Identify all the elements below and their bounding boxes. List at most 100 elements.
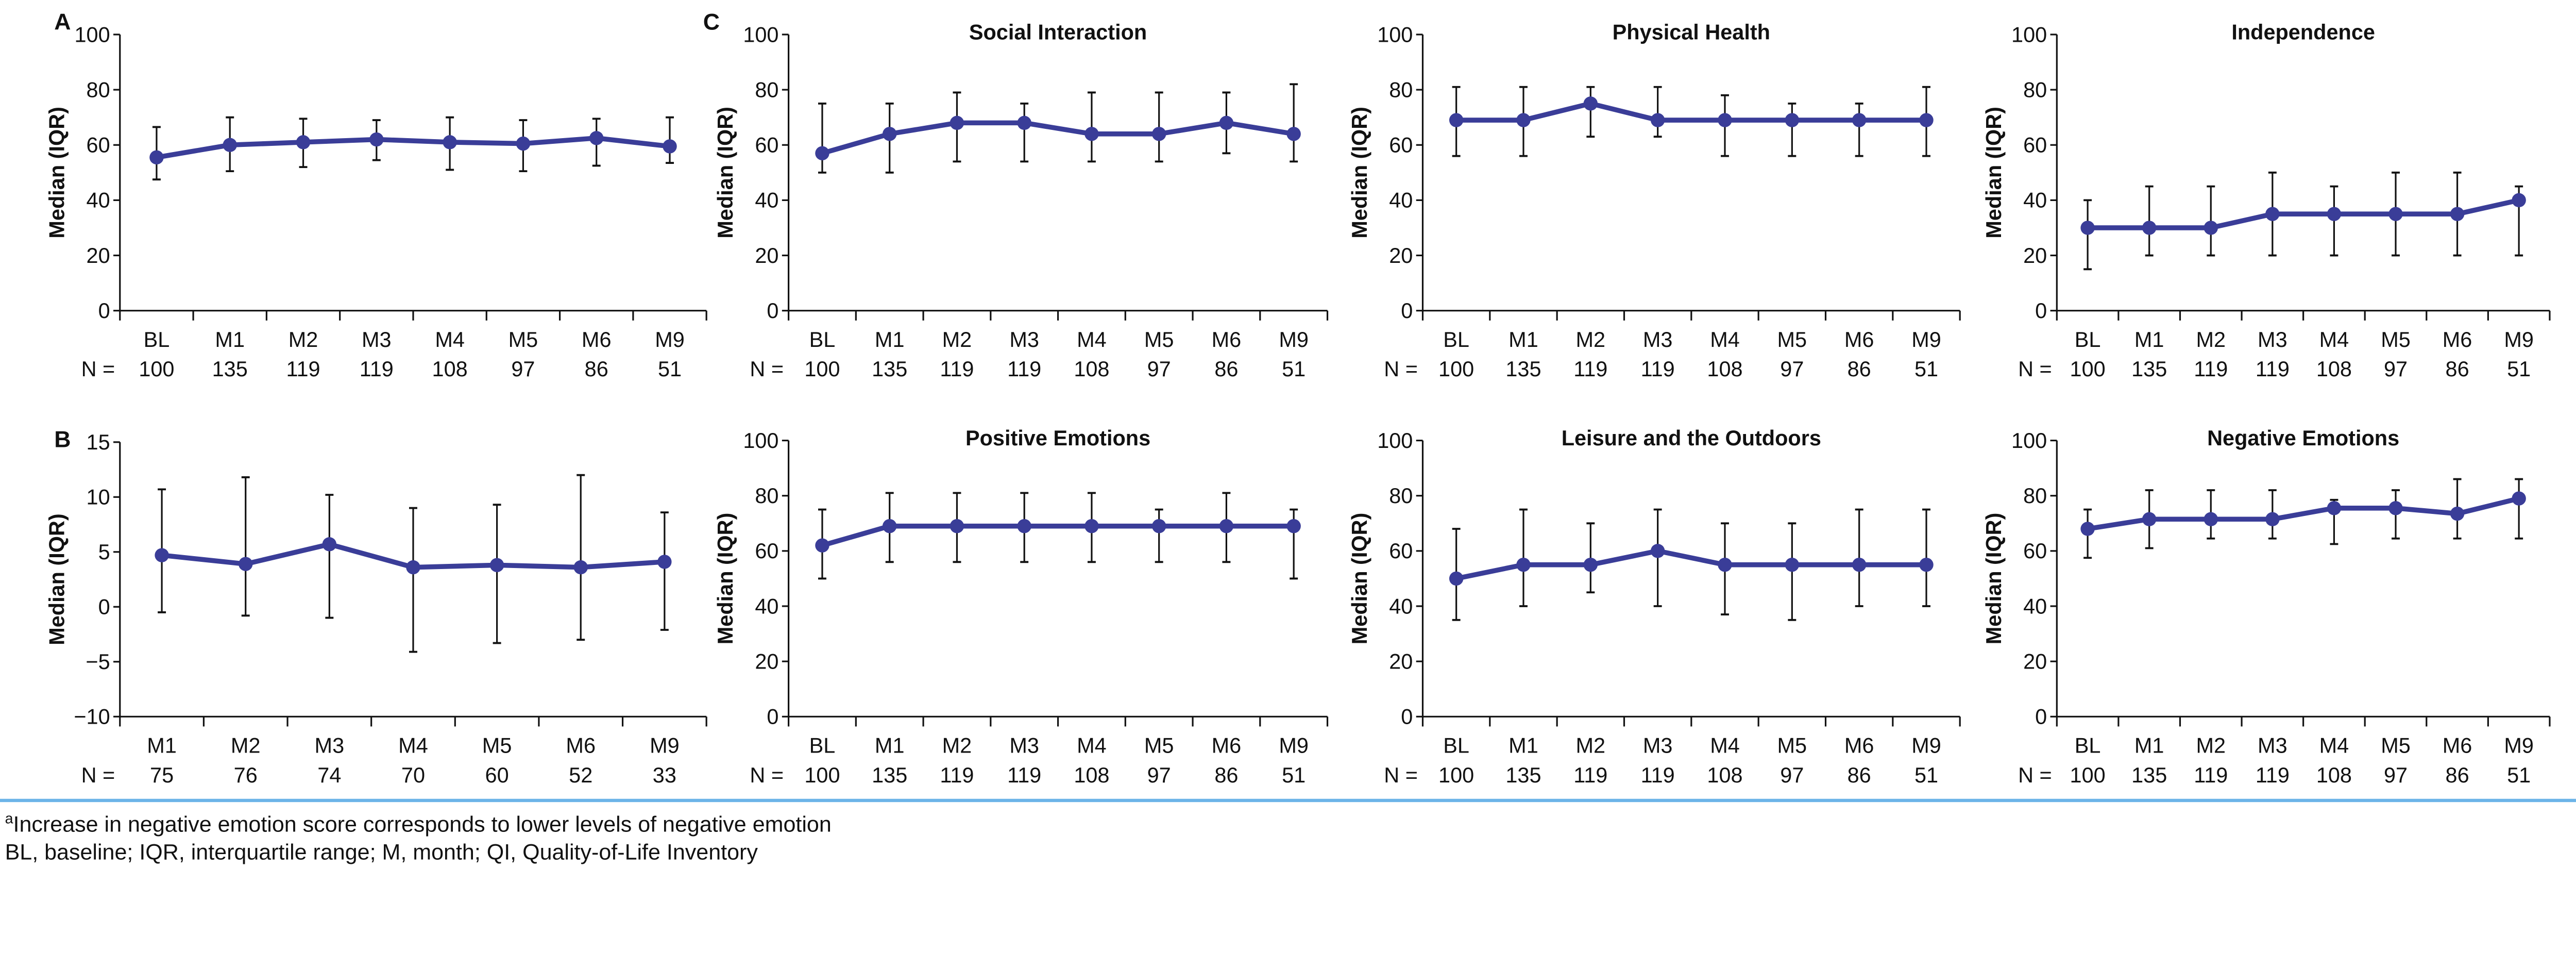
data-point xyxy=(2512,491,2526,506)
x-tick-label: M5 xyxy=(1144,733,1174,757)
n-value: 119 xyxy=(940,763,974,787)
data-point xyxy=(2204,221,2218,235)
n-value: 135 xyxy=(872,357,907,381)
x-tick-label: M2 xyxy=(231,733,261,757)
data-point xyxy=(1852,113,1867,127)
data-point xyxy=(1084,127,1099,141)
n-value: 119 xyxy=(2194,763,2228,787)
n-value: 51 xyxy=(2507,357,2531,381)
x-tick-label: M5 xyxy=(482,733,512,757)
chart-title: Physical Health xyxy=(1613,20,1770,44)
data-point xyxy=(1017,519,1031,533)
x-tick-label: M9 xyxy=(655,327,685,352)
x-tick-label: M4 xyxy=(2319,733,2349,757)
n-value: 97 xyxy=(1780,763,1804,787)
data-point xyxy=(322,537,337,552)
n-value: 52 xyxy=(569,763,592,787)
x-tick-label: M3 xyxy=(2258,733,2287,757)
y-tick-label: 60 xyxy=(87,133,110,157)
y-tick-label: 20 xyxy=(755,243,778,268)
n-value: 51 xyxy=(1914,763,1938,787)
n-value: 86 xyxy=(1214,763,1238,787)
y-tick-label: 40 xyxy=(755,594,778,618)
x-tick-label: M6 xyxy=(566,733,596,757)
data-point xyxy=(1286,127,1301,141)
n-value: 119 xyxy=(2256,357,2290,381)
series-line xyxy=(156,136,670,160)
n-value: 97 xyxy=(1147,763,1171,787)
y-axis-label: Median (IQR) xyxy=(44,513,69,645)
y-tick-label: 0 xyxy=(1401,298,1413,323)
y-tick-label: 80 xyxy=(755,77,778,102)
data-point xyxy=(1516,557,1531,572)
x-tick-label: M6 xyxy=(2443,733,2472,757)
x-tick-label: M5 xyxy=(1144,327,1174,352)
y-tick-label: 100 xyxy=(1377,22,1413,46)
y-axis-label: Median (IQR) xyxy=(1981,107,2006,239)
n-value: 86 xyxy=(2446,763,2469,787)
data-point xyxy=(155,548,169,562)
x-tick-label: M3 xyxy=(2258,327,2287,352)
y-axis-label: Median (IQR) xyxy=(713,107,737,239)
n-value: 119 xyxy=(940,357,974,381)
n-value: 100 xyxy=(804,763,840,787)
data-point xyxy=(882,127,897,141)
y-tick-label: 10 xyxy=(87,485,110,509)
data-point xyxy=(1449,113,1464,127)
x-tick-label: M4 xyxy=(398,733,428,757)
data-point xyxy=(1919,113,1934,127)
data-point xyxy=(1017,115,1031,130)
n-value: 100 xyxy=(2070,763,2106,787)
y-tick-label: 60 xyxy=(755,539,778,563)
chart-panel: C Social Interaction Median (IQR) 0 20 40 60 80… xyxy=(703,9,1329,381)
data-point xyxy=(950,519,964,533)
data-point xyxy=(489,558,504,573)
x-tick-label: M1 xyxy=(2134,733,2164,757)
data-point xyxy=(2142,221,2157,235)
x-tick-label: BL xyxy=(809,327,836,352)
n-value: 108 xyxy=(2316,357,2352,381)
x-tick-label: M9 xyxy=(2504,733,2534,757)
data-point xyxy=(1583,96,1598,111)
x-tick-label: M4 xyxy=(2319,327,2349,352)
chart-title: Positive Emotions xyxy=(965,426,1150,450)
y-tick-label: 60 xyxy=(2023,133,2047,157)
chart-title: Independence xyxy=(2231,20,2375,44)
n-value: 97 xyxy=(1780,357,1804,381)
x-tick-label: M4 xyxy=(1077,327,1107,352)
x-tick-label: M2 xyxy=(2196,327,2226,352)
n-value: 135 xyxy=(212,357,248,381)
y-tick-label: 0 xyxy=(98,595,110,619)
x-tick-label: M5 xyxy=(2381,327,2411,352)
chart-panel: Negative Emotions Median (IQR) 0 20 40 60 80 10… xyxy=(1981,426,2551,787)
data-point xyxy=(663,139,677,154)
data-point xyxy=(369,132,384,147)
data-point xyxy=(2388,501,2403,515)
n-value: 86 xyxy=(1848,763,1871,787)
n-value: 119 xyxy=(360,357,394,381)
data-point xyxy=(1919,557,1934,572)
n-label: N = xyxy=(2018,763,2052,787)
n-value: 60 xyxy=(485,763,509,787)
n-value: 74 xyxy=(317,763,341,787)
x-tick-label: M1 xyxy=(1509,733,1538,757)
y-tick-label: 20 xyxy=(2023,243,2047,268)
data-point xyxy=(1583,557,1598,572)
data-point xyxy=(2450,506,2465,521)
y-tick-label: 20 xyxy=(2023,649,2047,674)
x-tick-label: M9 xyxy=(1911,733,1941,757)
x-tick-label: BL xyxy=(2075,327,2101,352)
chart-panel: Leisure and the Outdoors Median (IQR) 0 20 4… xyxy=(1347,426,1961,787)
x-tick-label: M4 xyxy=(1710,733,1740,757)
x-tick-label: M6 xyxy=(2443,327,2472,352)
y-tick-label: 100 xyxy=(2011,22,2047,46)
y-tick-label: 60 xyxy=(2023,539,2047,563)
x-tick-label: M4 xyxy=(1710,327,1740,352)
x-tick-label: M5 xyxy=(1777,733,1807,757)
n-value: 70 xyxy=(401,763,425,787)
n-value: 108 xyxy=(1707,357,1742,381)
data-point xyxy=(589,131,604,145)
y-tick-label: 80 xyxy=(2023,483,2047,508)
chart-title: Leisure and the Outdoors xyxy=(1562,426,1821,450)
n-value: 100 xyxy=(2070,357,2106,381)
